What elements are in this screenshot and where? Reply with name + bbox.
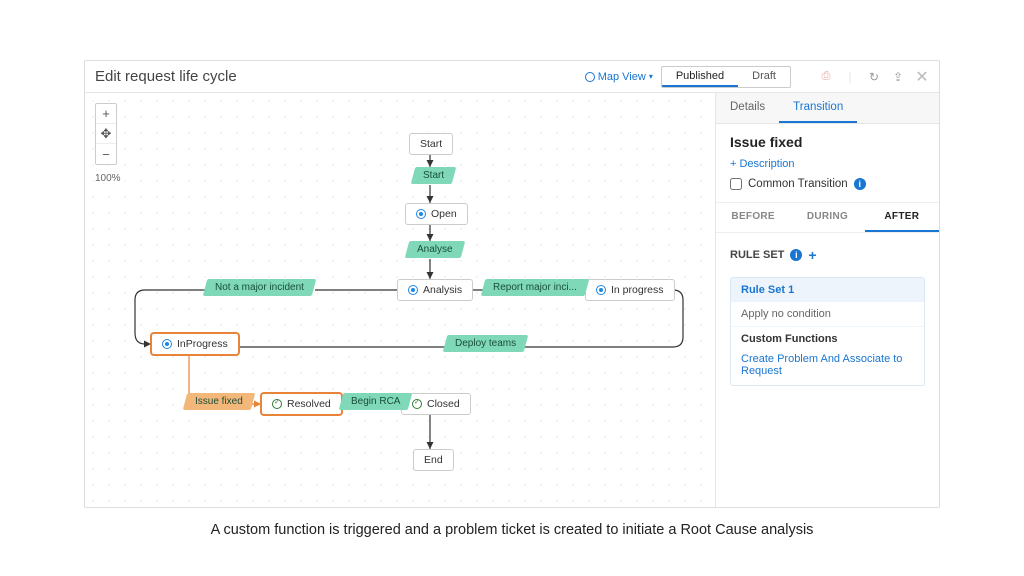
pan-button[interactable]: ✥	[96, 124, 116, 144]
transition-label: Start	[423, 170, 444, 181]
flow-transition-t_start[interactable]: Start	[411, 167, 457, 184]
rule-card[interactable]: Rule Set 1 Apply no condition Custom Fun…	[730, 277, 925, 386]
tab-details[interactable]: Details	[716, 93, 779, 123]
tab-after[interactable]: AFTER	[865, 203, 939, 232]
node-label: Open	[431, 208, 457, 220]
ruleset-label: RULE SET	[730, 249, 784, 261]
map-view-dropdown[interactable]: Map View ▾	[585, 71, 653, 83]
node-label: Resolved	[287, 398, 331, 410]
zoom-out-button[interactable]: −	[96, 144, 116, 164]
publish-state-segmented: Published Draft	[661, 66, 791, 88]
status-circle-icon	[416, 209, 426, 219]
status-circle-icon	[596, 285, 606, 295]
check-circle-icon	[412, 399, 422, 409]
panel-body: Issue fixed + Description Common Transit…	[716, 124, 939, 396]
rule-section: Custom Functions	[731, 326, 924, 351]
node-label: Closed	[427, 398, 460, 410]
tab-during[interactable]: DURING	[790, 203, 864, 232]
flow-node-closed[interactable]: Closed	[401, 393, 471, 415]
node-label: Start	[420, 138, 442, 150]
flow-transition-t_deploy[interactable]: Deploy teams	[443, 335, 529, 352]
status-circle-icon	[408, 285, 418, 295]
transition-label: Begin RCA	[351, 396, 400, 407]
flow-node-inprog_l[interactable]: InProgress	[151, 333, 239, 355]
flow-transition-t_notmaj[interactable]: Not a major incident	[203, 279, 316, 296]
close-icon[interactable]: ✕	[915, 70, 929, 84]
panel-tabs: Details Transition	[716, 93, 939, 124]
transition-label: Analyse	[417, 244, 453, 255]
flow-transition-t_report[interactable]: Report major inci...	[481, 279, 589, 296]
right-panel: Details Transition Issue fixed + Descrip…	[715, 93, 939, 507]
node-label: In progress	[611, 284, 664, 296]
flow-transition-t_rca[interactable]: Begin RCA	[339, 393, 413, 410]
rule-action-link[interactable]: Create Problem And Associate to Request	[741, 353, 902, 377]
app-window: Edit request life cycle Map View ▾ Publi…	[84, 60, 940, 508]
transition-label: Deploy teams	[455, 338, 516, 349]
tab-draft[interactable]: Draft	[738, 67, 790, 87]
divider: |	[843, 70, 857, 84]
top-toolbar: Edit request life cycle Map View ▾ Publi…	[85, 61, 939, 93]
figure-caption: A custom function is triggered and a pro…	[84, 522, 940, 538]
transition-label: Report major inci...	[493, 282, 577, 293]
flow-node-analysis[interactable]: Analysis	[397, 279, 473, 301]
flow-node-end_box[interactable]: End	[413, 449, 454, 471]
status-circle-icon	[162, 339, 172, 349]
info-icon[interactable]: i	[790, 249, 802, 261]
zoom-controls: + ✥ −	[95, 103, 117, 165]
common-transition-label: Common Transition	[748, 178, 848, 190]
flow-transition-t_issue[interactable]: Issue fixed	[183, 393, 255, 410]
common-transition-row[interactable]: Common Transition i	[730, 178, 925, 190]
node-label: Analysis	[423, 284, 462, 296]
globe-icon	[585, 72, 595, 82]
tab-published[interactable]: Published	[662, 67, 738, 87]
chevron-down-icon: ▾	[649, 72, 653, 81]
editor-body: + ✥ − 100% StartOpen	[85, 93, 939, 507]
zoom-in-button[interactable]: +	[96, 104, 116, 124]
reload-icon[interactable]: ↻	[867, 70, 881, 84]
flow-node-resolved[interactable]: Resolved	[261, 393, 342, 415]
transition-label: Issue fixed	[195, 396, 243, 407]
flow-node-start_box[interactable]: Start	[409, 133, 453, 155]
transition-label: Not a major incident	[215, 282, 304, 293]
pdf-icon[interactable]: ⎙	[819, 70, 833, 84]
rule-condition: Apply no condition	[731, 302, 924, 326]
tab-transition[interactable]: Transition	[779, 93, 857, 123]
flow-canvas[interactable]: + ✥ − 100% StartOpen	[85, 93, 715, 507]
map-view-label: Map View	[598, 71, 646, 83]
before-during-after-tabs: BEFORE DURING AFTER	[716, 202, 939, 233]
node-label: InProgress	[177, 338, 228, 350]
flow-transition-t_analyse[interactable]: Analyse	[405, 241, 465, 258]
export-icon[interactable]: ⇪	[891, 70, 905, 84]
flow-node-inprog_r[interactable]: In progress	[585, 279, 675, 301]
page-title: Edit request life cycle	[95, 68, 237, 85]
info-icon[interactable]: i	[854, 178, 866, 190]
common-transition-checkbox[interactable]	[730, 178, 742, 190]
add-ruleset-button[interactable]: +	[808, 247, 816, 263]
toolbar-icons: ⎙ | ↻ ⇪ ✕	[819, 70, 929, 84]
ruleset-header: RULE SET i +	[730, 247, 925, 263]
add-description-link[interactable]: + Description	[730, 158, 925, 170]
flow-node-open[interactable]: Open	[405, 203, 468, 225]
transition-name: Issue fixed	[730, 134, 925, 150]
tab-before[interactable]: BEFORE	[716, 203, 790, 232]
rule-name: Rule Set 1	[731, 278, 924, 302]
check-circle-icon	[272, 399, 282, 409]
node-label: End	[424, 454, 443, 466]
